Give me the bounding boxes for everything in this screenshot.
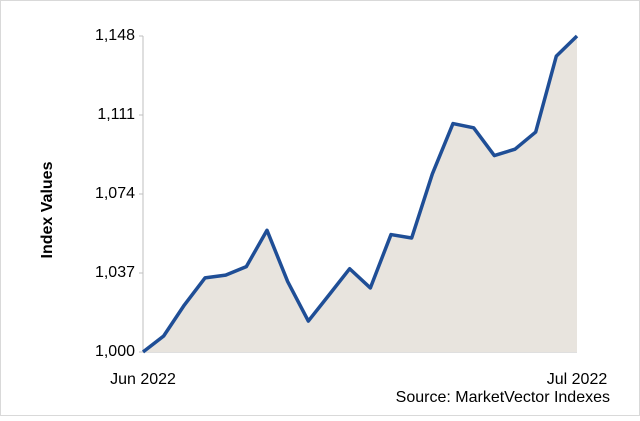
y-tick-label: 1,074 bbox=[95, 185, 135, 202]
y-tick-label: 1,000 bbox=[95, 343, 135, 360]
y-axis-label: Index Values bbox=[39, 161, 56, 258]
x-tick-label: Jun 2022 bbox=[110, 371, 176, 388]
y-tick-label: 1,037 bbox=[95, 264, 135, 281]
x-tick-label: Jul 2022 bbox=[547, 371, 608, 388]
area-fill bbox=[143, 36, 577, 352]
source-note: Source: MarketVector Indexes bbox=[396, 389, 610, 406]
y-tick-label: 1,111 bbox=[97, 106, 135, 123]
y-tick-label: 1,148 bbox=[95, 27, 135, 44]
line bbox=[141, 34, 579, 354]
